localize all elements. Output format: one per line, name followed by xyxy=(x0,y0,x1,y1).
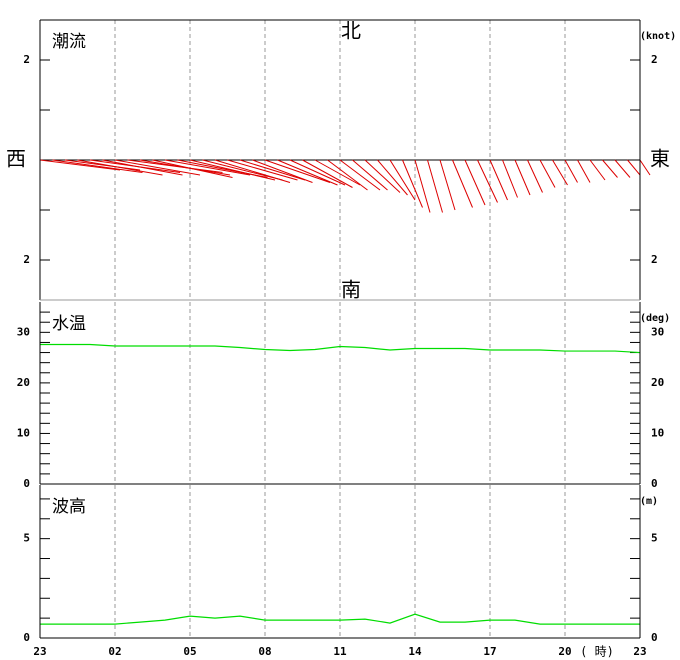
panel-title: 潮流 xyxy=(52,32,86,52)
vector xyxy=(527,159,543,193)
y-tick-label: 0 xyxy=(651,631,658,644)
vector xyxy=(352,159,388,191)
y-tick-label: 0 xyxy=(23,631,30,644)
vector xyxy=(227,159,298,181)
y-tick-label: 0 xyxy=(651,477,658,490)
vector xyxy=(464,159,486,206)
vector xyxy=(39,159,121,171)
unit-label: (knot) xyxy=(640,31,676,42)
x-tick-label: 08 xyxy=(258,645,271,658)
vector xyxy=(627,159,641,176)
vector xyxy=(239,159,306,181)
vector xyxy=(302,159,353,188)
vector xyxy=(252,159,313,183)
vector xyxy=(277,159,338,186)
y-tick-label: 2 xyxy=(651,253,658,266)
direction-north: 北 xyxy=(341,19,361,43)
y-tick-label: 30 xyxy=(651,325,664,338)
vector xyxy=(327,159,368,191)
x-axis-label: ( 時) xyxy=(580,645,614,659)
x-tick-label: 23 xyxy=(633,645,646,658)
vector xyxy=(264,159,331,183)
y-tick-label: 0 xyxy=(23,477,30,490)
x-tick-label: 05 xyxy=(183,645,196,658)
vector xyxy=(114,159,201,176)
y-tick-label: 30 xyxy=(17,325,30,338)
x-tick-label: 20 xyxy=(558,645,571,658)
vector xyxy=(439,159,456,211)
vector xyxy=(402,159,423,208)
vector xyxy=(602,159,618,178)
vector xyxy=(214,159,291,183)
vector xyxy=(152,159,233,178)
vector xyxy=(389,159,416,201)
y-tick-label: 20 xyxy=(651,376,664,389)
vector xyxy=(614,159,631,178)
vector xyxy=(77,159,163,176)
line-series xyxy=(40,613,640,625)
direction-east: 東 xyxy=(650,147,670,171)
vector xyxy=(477,159,498,203)
vector xyxy=(364,159,401,193)
vector xyxy=(502,159,518,198)
vector xyxy=(314,159,361,186)
y-tick-label: 5 xyxy=(651,532,658,545)
vector xyxy=(639,159,651,176)
unit-label: (m) xyxy=(640,496,658,507)
line-series xyxy=(40,343,641,354)
vector xyxy=(489,159,508,201)
vector xyxy=(339,159,381,191)
vector xyxy=(577,159,591,183)
vector xyxy=(189,159,276,181)
x-tick-label: 02 xyxy=(108,645,121,658)
vector xyxy=(427,159,443,213)
x-tick-label: 11 xyxy=(333,645,347,658)
vector xyxy=(539,159,556,188)
y-tick-label: 2 xyxy=(23,253,30,266)
vector xyxy=(414,159,431,213)
y-tick-label: 2 xyxy=(23,53,30,66)
y-tick-label: 10 xyxy=(651,426,664,439)
y-tick-label: 2 xyxy=(651,53,658,66)
unit-label: (deg) xyxy=(640,313,670,324)
y-tick-label: 5 xyxy=(23,532,30,545)
vector xyxy=(564,159,578,183)
vector xyxy=(452,159,473,208)
direction-west: 西 xyxy=(6,147,26,171)
vector xyxy=(52,159,143,173)
x-tick-label: 14 xyxy=(408,645,422,658)
vector xyxy=(589,159,606,181)
y-tick-label: 10 xyxy=(17,426,30,439)
vector xyxy=(552,159,568,186)
vector xyxy=(514,159,531,196)
vector xyxy=(102,159,183,176)
direction-south: 南 xyxy=(341,278,361,302)
panel-title: 水温 xyxy=(52,314,86,334)
vector xyxy=(289,159,346,186)
x-tick-label: 23 xyxy=(33,645,46,658)
vector xyxy=(377,159,408,196)
y-tick-label: 20 xyxy=(17,376,30,389)
x-tick-label: 17 xyxy=(483,645,496,658)
vector xyxy=(164,159,251,176)
panel-title: 波高 xyxy=(52,497,86,517)
